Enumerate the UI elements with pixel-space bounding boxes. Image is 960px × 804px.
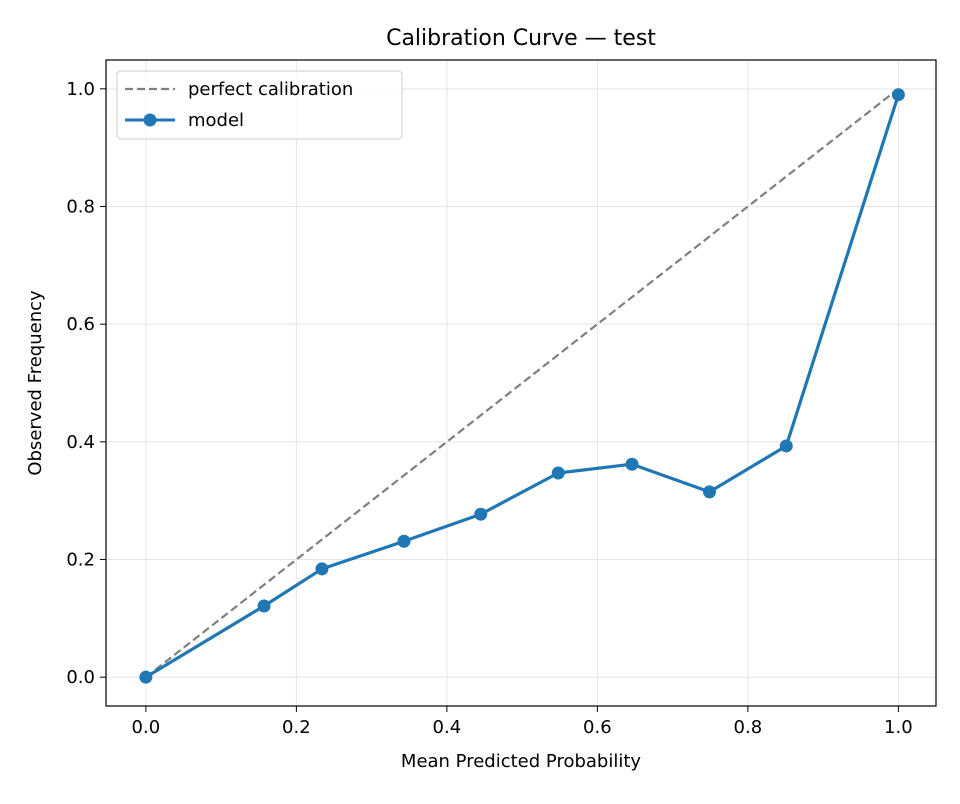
x-tick-label: 0.4 [433, 717, 462, 738]
model-data-point [139, 670, 153, 684]
model-data-point [397, 534, 411, 548]
y-tick-label: 0.0 [66, 667, 95, 688]
series-line-model [145, 94, 900, 679]
chart-title: Calibration Curve — test [386, 26, 656, 51]
legend-marker-model [143, 113, 157, 127]
legend: perfect calibration model [116, 70, 403, 140]
model-data-point [702, 485, 716, 499]
y-ticks: 0.0 0.2 0.4 0.6 0.8 1.0 [66, 79, 106, 688]
legend-label-perfect: perfect calibration [188, 79, 353, 100]
model-data-point [625, 457, 639, 471]
model-data-point [257, 599, 271, 613]
x-tick-label: 0.8 [734, 717, 763, 738]
axes-frame [105, 59, 937, 707]
x-tick-label: 0.0 [132, 717, 161, 738]
y-tick-label: 0.8 [66, 196, 95, 217]
y-axis-label: Observed Frequency [25, 290, 46, 476]
model-data-point [551, 466, 565, 480]
legend-label-model: model [188, 110, 244, 131]
y-tick-label: 0.6 [66, 314, 95, 335]
series-layer [139, 87, 905, 684]
x-ticks: 0.0 0.2 0.4 0.6 0.8 1.0 [132, 706, 913, 738]
legend-box [116, 70, 403, 140]
x-tick-label: 0.6 [583, 717, 612, 738]
model-data-point [891, 88, 905, 102]
x-tick-label: 1.0 [884, 717, 913, 738]
x-axis-label: Mean Predicted Probability [401, 751, 641, 772]
y-tick-label: 0.4 [66, 432, 95, 453]
series-line-perfect-calibration [145, 87, 900, 679]
model-data-point [474, 507, 488, 521]
model-data-point [779, 439, 793, 453]
y-tick-label: 0.2 [66, 550, 95, 571]
x-tick-label: 0.2 [282, 717, 311, 738]
model-data-point [315, 562, 329, 576]
y-tick-label: 1.0 [66, 79, 95, 100]
